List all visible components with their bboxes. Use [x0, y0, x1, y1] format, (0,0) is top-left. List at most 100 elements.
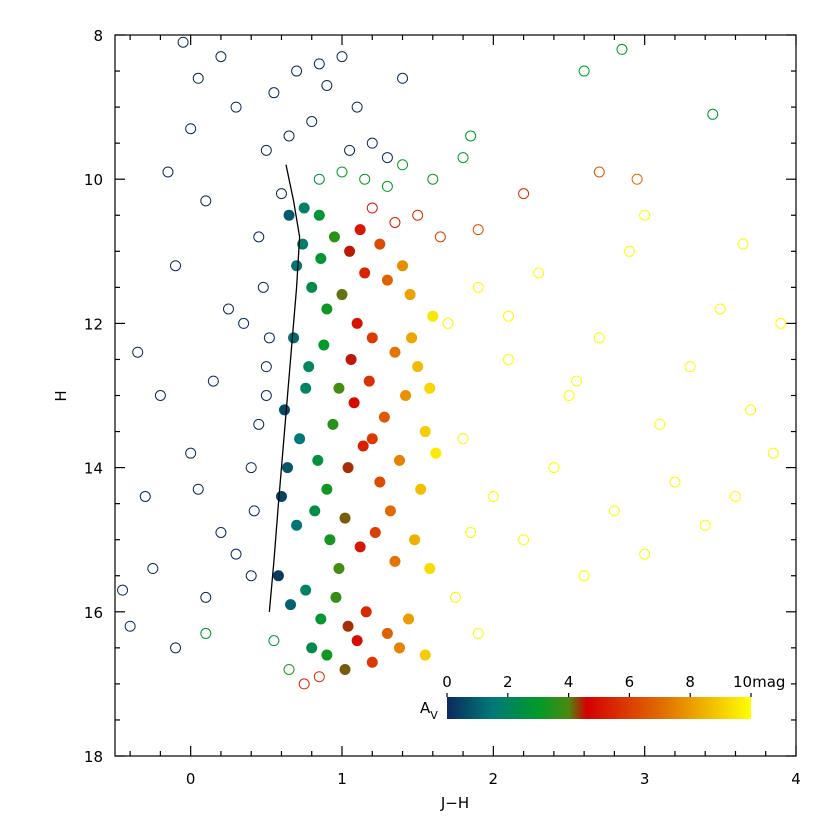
open-point	[654, 418, 666, 430]
open-point	[253, 231, 265, 243]
filled-point	[321, 649, 333, 661]
open-point	[593, 332, 605, 344]
open-point	[313, 173, 325, 185]
open-point	[162, 166, 174, 178]
open-point	[381, 180, 393, 192]
open-point	[132, 346, 144, 358]
open-point	[313, 671, 325, 683]
open-point	[366, 202, 378, 214]
filled-point	[309, 505, 321, 517]
open-point	[578, 570, 590, 582]
x-tick-label: 1	[337, 770, 347, 788]
open-point	[200, 591, 212, 603]
filled-point	[366, 433, 378, 445]
filled-point	[381, 274, 393, 286]
x-axis-label: J−H	[440, 794, 469, 812]
open-point	[215, 526, 227, 538]
open-point	[639, 209, 651, 221]
filled-point	[336, 289, 348, 301]
filled-point	[369, 526, 381, 538]
filled-point	[345, 353, 357, 365]
filled-point	[339, 512, 351, 524]
filled-point	[412, 361, 424, 373]
open-point	[230, 548, 242, 560]
y-tick-label: 16	[84, 604, 103, 622]
open-point	[147, 563, 159, 575]
open-point	[192, 72, 204, 84]
open-point	[321, 79, 333, 91]
open-point	[139, 490, 151, 502]
open-point	[745, 404, 757, 416]
y-axis-label: H	[52, 390, 70, 401]
open-point	[257, 281, 269, 293]
filled-point	[278, 404, 290, 416]
filled-point	[272, 570, 284, 582]
filled-point	[275, 490, 287, 502]
open-point	[117, 584, 129, 596]
open-point	[230, 101, 242, 113]
filled-point	[306, 281, 318, 293]
filled-point	[339, 663, 351, 675]
open-point	[389, 216, 401, 228]
open-point	[472, 224, 484, 236]
open-point	[465, 130, 477, 142]
open-point	[442, 317, 454, 329]
filled-point	[294, 433, 306, 445]
plot-frame	[114, 34, 797, 757]
open-point	[366, 137, 378, 149]
filled-point	[430, 447, 442, 459]
open-point	[684, 361, 696, 373]
open-point	[472, 627, 484, 639]
filled-point	[283, 209, 295, 221]
open-point	[263, 332, 275, 344]
open-point	[381, 152, 393, 164]
filled-point	[342, 620, 354, 632]
filled-point	[363, 375, 375, 387]
open-point	[283, 663, 295, 675]
open-point	[124, 620, 136, 632]
open-point	[154, 390, 166, 401]
open-point	[397, 159, 409, 171]
open-point	[548, 462, 560, 474]
filled-point	[404, 289, 416, 301]
y-tick-label: 12	[84, 315, 103, 333]
open-point	[775, 317, 787, 329]
open-point	[465, 526, 477, 538]
filled-point	[351, 635, 363, 647]
filled-point	[333, 563, 345, 575]
open-point	[472, 281, 484, 293]
open-point	[457, 433, 469, 445]
open-point	[200, 195, 212, 207]
colorbar-tick-label: 6	[625, 673, 635, 691]
open-point	[699, 519, 711, 531]
open-point	[177, 36, 189, 48]
y-tick-label: 8	[93, 27, 103, 45]
filled-point	[328, 231, 340, 243]
open-point	[608, 505, 620, 517]
filled-point	[333, 382, 345, 394]
filled-point	[285, 599, 297, 611]
filled-point	[315, 253, 327, 265]
filled-point	[378, 411, 390, 423]
open-point	[268, 635, 280, 647]
colorbar-tick-label: 10mag	[733, 673, 785, 691]
open-point	[275, 188, 287, 200]
filled-point	[419, 426, 431, 438]
filled-point	[321, 303, 333, 315]
colorbar	[447, 697, 751, 719]
colorbar-label: AV	[420, 699, 438, 722]
filled-point	[374, 476, 386, 488]
filled-point	[324, 534, 336, 546]
filled-point	[359, 267, 371, 279]
x-tick-label: 0	[186, 770, 196, 788]
filled-point	[424, 563, 436, 575]
colorbar-tick-label: 0	[442, 673, 452, 691]
filled-point	[366, 332, 378, 344]
open-point	[260, 390, 272, 401]
open-point	[767, 447, 779, 459]
filled-point	[424, 382, 436, 394]
filled-point	[427, 310, 439, 322]
filled-point	[381, 627, 393, 639]
filled-point	[306, 642, 318, 654]
open-point	[518, 534, 530, 546]
